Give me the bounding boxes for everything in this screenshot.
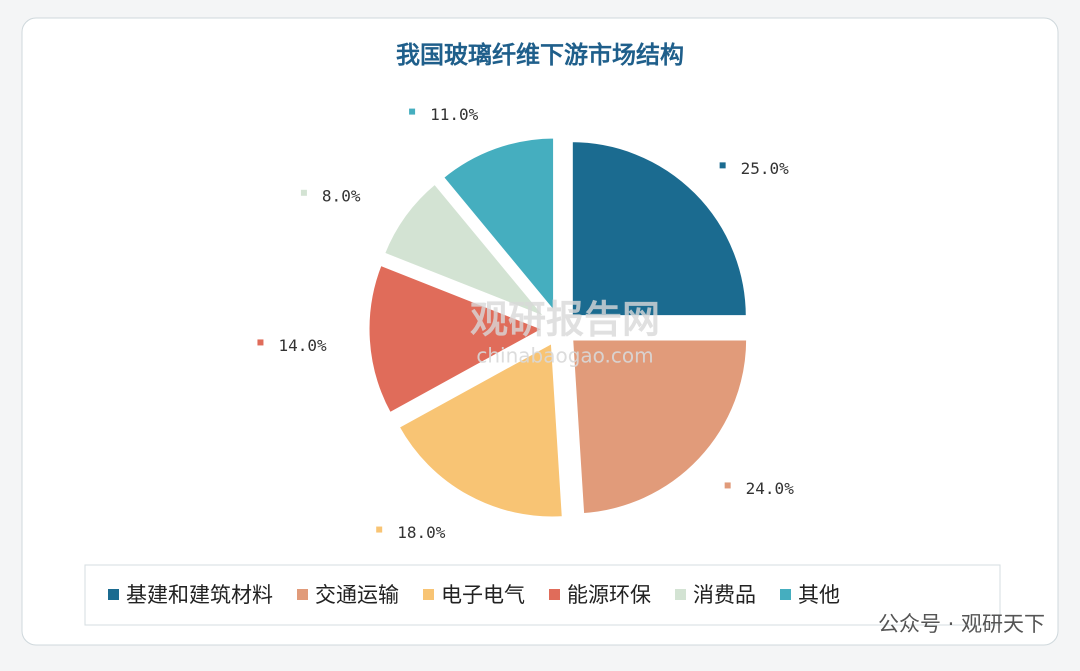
pie-slice xyxy=(396,339,565,520)
value-label: 24.0% xyxy=(746,479,795,498)
legend-label: 电子电气 xyxy=(441,583,525,607)
label-marker xyxy=(724,482,731,489)
legend-label: 能源环保 xyxy=(567,583,651,607)
label-marker xyxy=(300,189,307,196)
legend-marker xyxy=(549,589,560,600)
pie-slice xyxy=(440,135,557,318)
value-label: 25.0% xyxy=(741,159,790,178)
legend-marker xyxy=(423,589,434,600)
legend-label: 交通运输 xyxy=(315,583,399,607)
legend-frame xyxy=(84,564,1001,626)
legend-marker xyxy=(108,589,119,600)
label-marker xyxy=(719,162,726,169)
legend-label: 基建和建筑材料 xyxy=(126,583,273,607)
legend-marker xyxy=(780,589,791,600)
value-label: 14.0% xyxy=(278,336,327,355)
pie-slice xyxy=(366,262,548,416)
legend-marker xyxy=(675,589,686,600)
pie-slice xyxy=(569,139,749,319)
legend: 基建和建筑材料 交通运输 电子电气 能源环保 消费品 其他 xyxy=(108,583,840,607)
pie: 25.0% 24.0% 18.0% 14.0% 8.0% 11.0% xyxy=(257,105,794,542)
legend-label: 消费品 xyxy=(693,583,756,607)
value-label: 11.0% xyxy=(430,105,479,124)
label-marker xyxy=(409,108,416,115)
value-label: 8.0% xyxy=(322,186,361,205)
value-label: 18.0% xyxy=(397,523,446,542)
footer: 公众号 · 观研天下 xyxy=(878,612,1045,636)
watermark: chinabaogao.com xyxy=(476,344,653,368)
legend-marker xyxy=(297,589,308,600)
label-marker xyxy=(257,339,264,346)
watermark: 观研报告网 xyxy=(470,298,660,342)
chart-title: 我国玻璃纤维下游市场结构 xyxy=(396,41,684,69)
pie-slice xyxy=(381,180,549,320)
legend-label: 其他 xyxy=(798,583,840,607)
pie-slice xyxy=(570,337,750,517)
label-marker xyxy=(376,526,383,533)
